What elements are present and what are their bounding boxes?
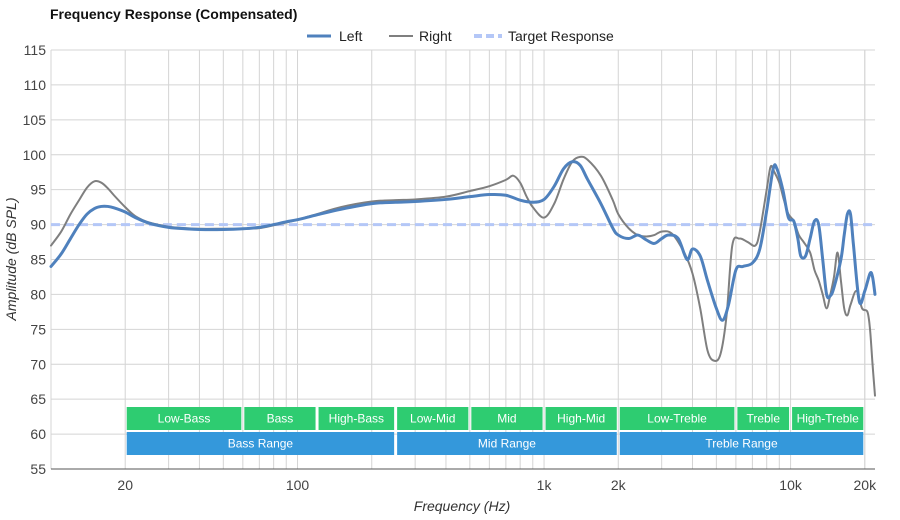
band-label: Low-Bass bbox=[158, 412, 211, 426]
y-tick-label: 110 bbox=[24, 77, 47, 93]
x-tick-labels: 20 100 1k 2k 10k 20k bbox=[117, 477, 877, 493]
x-tick-label: 2k bbox=[611, 477, 627, 493]
band-low-treble bbox=[619, 407, 735, 430]
y-tick-label: 65 bbox=[30, 391, 46, 407]
grid bbox=[50, 49, 875, 470]
y-tick-label: 115 bbox=[24, 42, 47, 58]
range-bands: Low-Bass Bass High-Bass Low-Mid Mid High-Mid L… bbox=[126, 407, 864, 455]
y-tick-label: 90 bbox=[30, 217, 46, 233]
series-line-left bbox=[49, 160, 877, 322]
band-label: High-Bass bbox=[329, 412, 384, 426]
legend-label-right: Right bbox=[419, 28, 452, 44]
band-label: High-Treble bbox=[797, 412, 860, 426]
y-tick-label: 95 bbox=[30, 182, 46, 198]
y-tick-label: 80 bbox=[30, 286, 46, 302]
band-low-bass bbox=[126, 407, 242, 430]
band-bass bbox=[244, 407, 316, 430]
band-high-mid bbox=[545, 407, 617, 430]
band-label: Low-Treble bbox=[647, 412, 707, 426]
x-tick-label: 1k bbox=[537, 477, 553, 493]
legend: Left Right Target Response bbox=[307, 28, 614, 44]
legend-label-target: Target Response bbox=[508, 28, 614, 44]
y-tick-label: 60 bbox=[30, 426, 46, 442]
x-tick-label: 10k bbox=[779, 477, 803, 493]
band-label: Treble Range bbox=[705, 437, 778, 451]
band-label: Mid bbox=[497, 412, 516, 426]
band-label: Bass bbox=[267, 412, 294, 426]
y-tick-label: 75 bbox=[30, 321, 46, 337]
band-mid-range bbox=[397, 432, 617, 455]
band-mid bbox=[471, 407, 543, 430]
band-label: Bass Range bbox=[228, 437, 294, 451]
band-label: Low-Mid bbox=[410, 412, 455, 426]
band-label: Treble bbox=[746, 412, 780, 426]
band-label: Mid Range bbox=[478, 437, 536, 451]
x-axis-label: Frequency (Hz) bbox=[414, 498, 510, 514]
y-tick-label: 105 bbox=[23, 112, 47, 128]
y-tick-label: 70 bbox=[30, 356, 46, 372]
x-tick-label: 100 bbox=[286, 477, 310, 493]
band-treble bbox=[737, 407, 790, 430]
series-line-right bbox=[50, 155, 876, 397]
x-tick-label: 20k bbox=[854, 477, 878, 493]
x-tick-label: 20 bbox=[117, 477, 133, 493]
band-low-mid bbox=[397, 407, 469, 430]
y-tick-label: 85 bbox=[30, 252, 46, 268]
band-high-bass bbox=[318, 407, 395, 430]
y-tick-label: 55 bbox=[30, 461, 46, 477]
band-label: High-Mid bbox=[557, 412, 605, 426]
y-tick-labels: 55 60 65 70 75 80 85 90 95 100 105 110 115 bbox=[23, 42, 47, 477]
series-lines bbox=[49, 155, 877, 397]
y-axis-label: Amplitude (dB SPL) bbox=[3, 198, 19, 322]
band-treble-range bbox=[619, 432, 864, 455]
legend-label-left: Left bbox=[339, 28, 362, 44]
band-high-treble bbox=[792, 407, 864, 430]
band-bass-range bbox=[126, 432, 395, 455]
chart-title: Frequency Response (Compensated) bbox=[50, 6, 297, 22]
y-tick-label: 100 bbox=[23, 147, 47, 163]
